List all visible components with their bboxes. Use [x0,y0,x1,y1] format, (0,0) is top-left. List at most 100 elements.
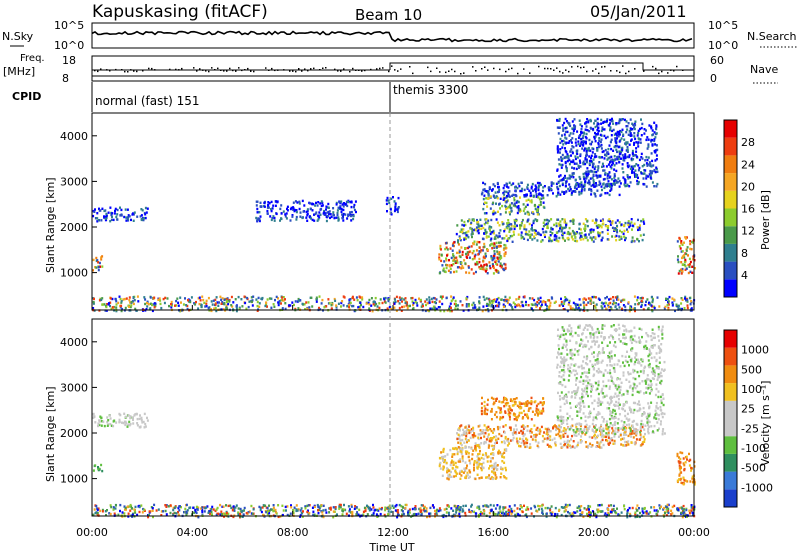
echo-cell [575,182,578,186]
echo-cell [562,433,565,436]
echo-cell [622,444,625,447]
echo-cell [569,124,572,128]
nave-dot [352,67,354,70]
echo-cell [428,296,431,299]
echo-cell [566,153,569,156]
echo-cell [534,440,537,443]
echo-cell [640,305,643,308]
echo-cell [608,183,610,186]
echo-cell [637,141,640,144]
echo-cell [650,356,653,360]
echo-cell [583,304,585,307]
echo-cell [318,211,321,214]
echo-cell [581,392,584,395]
echo-cell [234,298,237,301]
echo-cell [495,411,498,414]
echo-cell [527,198,530,201]
echo-cell [256,309,259,312]
echo-cell [619,152,622,155]
echo-cell [490,257,493,260]
echo-cell [584,162,587,166]
echo-cell [585,375,588,378]
echo-cell [304,308,306,311]
echo-cell [357,306,360,309]
echo-cell [407,304,410,308]
echo-cell [584,122,586,125]
echo-cell [594,195,597,198]
echo-cell [655,352,658,355]
echo-cell [609,410,612,413]
echo-cell [579,123,582,126]
echo-cell [482,265,485,268]
echo-cell [360,303,362,307]
echo-cell [506,222,509,225]
echo-cell [593,221,596,225]
echo-cell [637,145,640,148]
echo-cell [255,298,258,301]
echo-cell [633,135,636,138]
echo-cell [562,143,565,146]
echo-cell [592,181,595,184]
echo-cell [493,429,496,432]
echo-cell [558,224,561,227]
echo-cell [683,260,686,264]
echo-cell [497,271,500,274]
echo-cell [501,221,504,224]
echo-cell [500,453,503,456]
echo-cell [584,128,587,131]
echo-cell [626,150,629,153]
echo-cell [620,235,623,239]
echo-cell [279,219,281,222]
echo-cell [463,259,466,262]
echo-cell [482,256,485,259]
echo-cell [159,302,162,306]
echo-cell [223,298,226,301]
echo-cell [614,404,617,407]
echo-cell [592,127,595,131]
echo-cell [591,401,594,405]
echo-cell [631,236,634,239]
echo-cell [576,334,579,337]
echo-cell [632,154,635,157]
echo-cell [607,219,610,222]
echo-cell [564,184,567,188]
echo-cell [560,352,563,355]
echo-cell [550,445,553,449]
echo-cell [691,265,694,268]
echo-cell [563,329,566,332]
echo-cell [480,466,483,470]
echo-cell [509,407,512,410]
echo-cell [614,145,617,148]
colorbar-swatch [724,190,737,209]
echo-cell [539,428,541,431]
echo-cell [486,308,489,311]
echo-cell [342,208,345,212]
echo-cell [464,437,467,441]
echo-cell [210,308,212,311]
echo-cell [228,300,231,303]
echo-cell [600,185,603,188]
echo-cell [614,427,617,430]
echo-cell [646,374,649,377]
echo-cell [611,427,614,430]
nave-dot [211,67,213,69]
echo-cell [483,194,486,197]
echo-cell [122,298,125,301]
echo-cell [561,346,564,350]
nave-dot [358,69,360,71]
echo-cell [349,200,352,204]
echo-cell [456,466,459,469]
echo-cell [472,429,475,432]
echo-cell [528,230,531,233]
echo-cell [284,213,287,216]
echo-cell [475,249,478,252]
echo-cell [559,137,562,141]
echo-cell [652,372,655,375]
echo-cell [463,430,466,434]
echo-cell [589,177,592,180]
echo-cell [273,216,276,220]
echo-cell [563,302,566,305]
echo-cell [533,434,536,437]
echo-cell [546,225,549,228]
echo-cell [629,306,632,309]
